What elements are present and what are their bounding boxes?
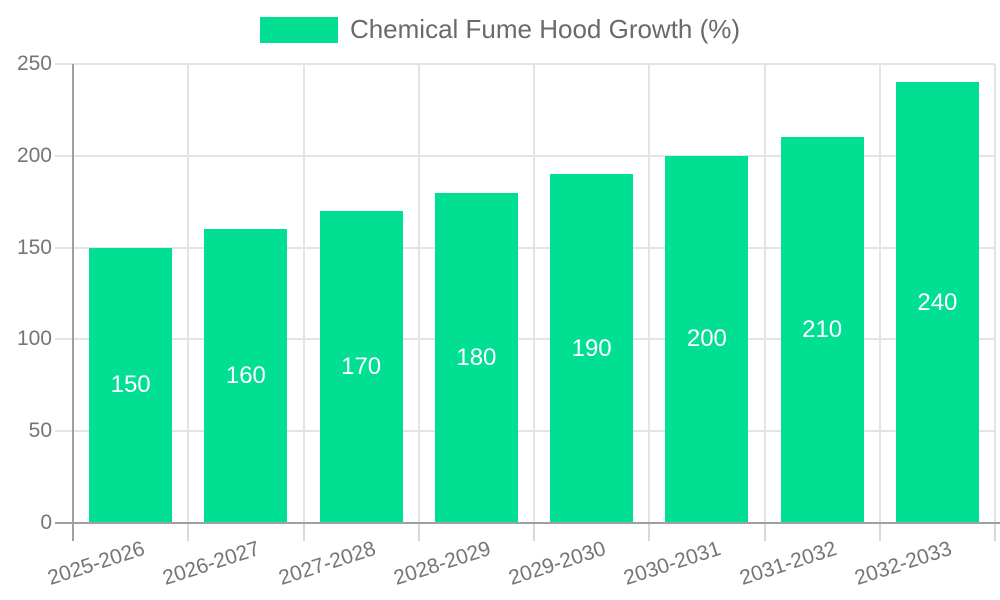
x-tick-label: 2027-2028 xyxy=(275,537,379,590)
x-gridline xyxy=(994,64,996,523)
x-tick-label: 2026-2027 xyxy=(160,537,263,590)
y-tick-label: 250 xyxy=(16,52,52,75)
x-tick-mark xyxy=(417,523,420,541)
x-tick-mark xyxy=(187,523,190,541)
y-tick-label: 150 xyxy=(16,235,52,259)
x-tick-label: 2030-2031 xyxy=(621,537,724,590)
x-tick-label: 2028-2029 xyxy=(390,537,494,590)
bar: 170 xyxy=(319,210,403,523)
y-tick-label: 100 xyxy=(16,327,52,351)
bar-value-label: 150 xyxy=(110,371,151,399)
x-tick-mark xyxy=(533,523,535,541)
x-tick-label: 2031-2032 xyxy=(736,537,840,590)
x-tick-label: 2032-2033 xyxy=(851,537,955,590)
y-tick-label: 50 xyxy=(28,419,52,443)
y-gridline xyxy=(55,246,995,249)
x-tick-mark xyxy=(763,523,766,541)
x-tick-label: 2025-2026 xyxy=(45,537,148,590)
chart-legend: Chemical Fume Hood Growth (%) xyxy=(0,14,1000,45)
bar: 200 xyxy=(665,155,749,523)
bar: 180 xyxy=(434,192,518,523)
bar: 150 xyxy=(89,247,173,523)
x-gridline xyxy=(878,64,881,523)
bar-value-label: 180 xyxy=(456,343,497,371)
y-axis-line xyxy=(72,64,74,541)
bar-value-label: 210 xyxy=(802,316,843,344)
x-gridline xyxy=(533,64,535,523)
y-tick-label: 0 xyxy=(40,511,52,534)
legend-series-label: Chemical Fume Hood Growth (%) xyxy=(349,14,741,44)
plot-area: 0 50 100 150 200 250 150 160 170 180 190 200 210 240 2… xyxy=(17,52,1000,590)
x-gridline xyxy=(417,64,420,523)
y-gridline xyxy=(55,430,995,433)
y-gridline xyxy=(55,154,995,157)
bar-value-label: 170 xyxy=(341,352,382,380)
y-gridline xyxy=(55,63,995,65)
x-tick-mark xyxy=(302,523,305,541)
x-tick-mark xyxy=(648,523,651,541)
x-axis-line xyxy=(55,522,1000,524)
x-tick-label: 2029-2030 xyxy=(506,537,609,590)
legend-swatch-icon xyxy=(259,16,338,43)
bar-value-label: 240 xyxy=(917,288,958,316)
bar: 240 xyxy=(895,82,979,523)
x-gridline xyxy=(648,64,651,523)
x-tick-mark xyxy=(994,523,996,541)
bar: 160 xyxy=(204,229,288,523)
y-tick-label: 200 xyxy=(16,143,52,167)
x-gridline xyxy=(187,64,190,523)
x-gridline xyxy=(763,64,766,523)
bar-value-label: 160 xyxy=(225,362,266,390)
bar: 210 xyxy=(780,137,864,523)
y-gridline xyxy=(55,338,995,341)
x-tick-mark xyxy=(878,523,881,541)
bar: 190 xyxy=(550,174,634,523)
bar-value-label: 190 xyxy=(571,334,612,362)
x-gridline xyxy=(302,64,305,523)
bar-value-label: 200 xyxy=(686,325,727,353)
